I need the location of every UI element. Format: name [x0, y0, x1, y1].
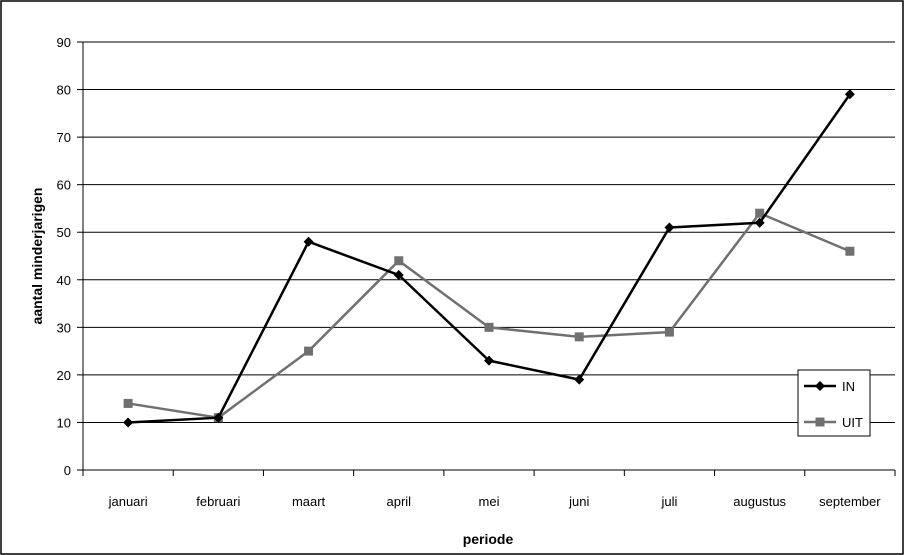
y-tick-label: 60: [57, 178, 71, 193]
series-uit: [123, 208, 855, 423]
data-point: [574, 374, 585, 385]
y-tick-label: 70: [57, 130, 71, 145]
data-point: [754, 217, 765, 228]
legend-marker: [815, 417, 825, 427]
data-point: [393, 270, 404, 281]
legend: IN UIT: [797, 369, 871, 437]
y-tick-label: 80: [57, 83, 71, 98]
data-point: [303, 236, 314, 247]
data-point: [844, 89, 855, 100]
data-point: [484, 322, 494, 332]
series: [123, 89, 855, 428]
data-point: [123, 417, 134, 428]
data-point: [304, 346, 314, 356]
data-point: [394, 256, 404, 266]
y-axis-title: aantal minderjarigen: [29, 188, 45, 325]
data-point: [123, 398, 133, 408]
x-tick-label: februari: [196, 494, 240, 509]
y-tick-label: 50: [57, 225, 71, 240]
y-tick-label: 30: [57, 320, 71, 335]
data-point: [484, 355, 494, 366]
y-tick-label: 0: [64, 463, 71, 478]
x-tick-label: juli: [660, 494, 677, 509]
y-tick-label: 40: [57, 273, 71, 288]
y-tick-label: 10: [57, 415, 71, 430]
y-tick-label: 20: [57, 368, 71, 383]
legend-box: [797, 369, 871, 437]
data-point: [755, 208, 765, 218]
series-in: [123, 89, 855, 428]
data-point: [845, 246, 855, 256]
data-point: [213, 412, 224, 423]
data-point: [574, 332, 584, 342]
legend-item-in: IN: [804, 379, 855, 394]
legend-label: UIT: [842, 415, 863, 430]
x-tick-label: mei: [479, 494, 500, 509]
x-axis-title: periode: [463, 531, 514, 547]
data-point: [664, 222, 675, 233]
x-tick-label: juni: [568, 494, 589, 509]
gridlines: [83, 41, 895, 423]
axes: 0 10 20 30 40 50 60 70 80 90 januari februari maart a…: [57, 35, 896, 509]
x-tick-label: augustus: [733, 494, 786, 509]
data-point: [664, 327, 674, 337]
legend-label: IN: [842, 379, 855, 394]
legend-marker: [815, 381, 825, 391]
x-tick-label: april: [386, 494, 411, 509]
x-tick-label: januari: [108, 494, 148, 509]
y-tick-label: 90: [57, 35, 71, 50]
x-tick-label: maart: [292, 494, 326, 509]
legend-item-uit: UIT: [804, 415, 863, 430]
x-tick-label: september: [819, 494, 881, 509]
